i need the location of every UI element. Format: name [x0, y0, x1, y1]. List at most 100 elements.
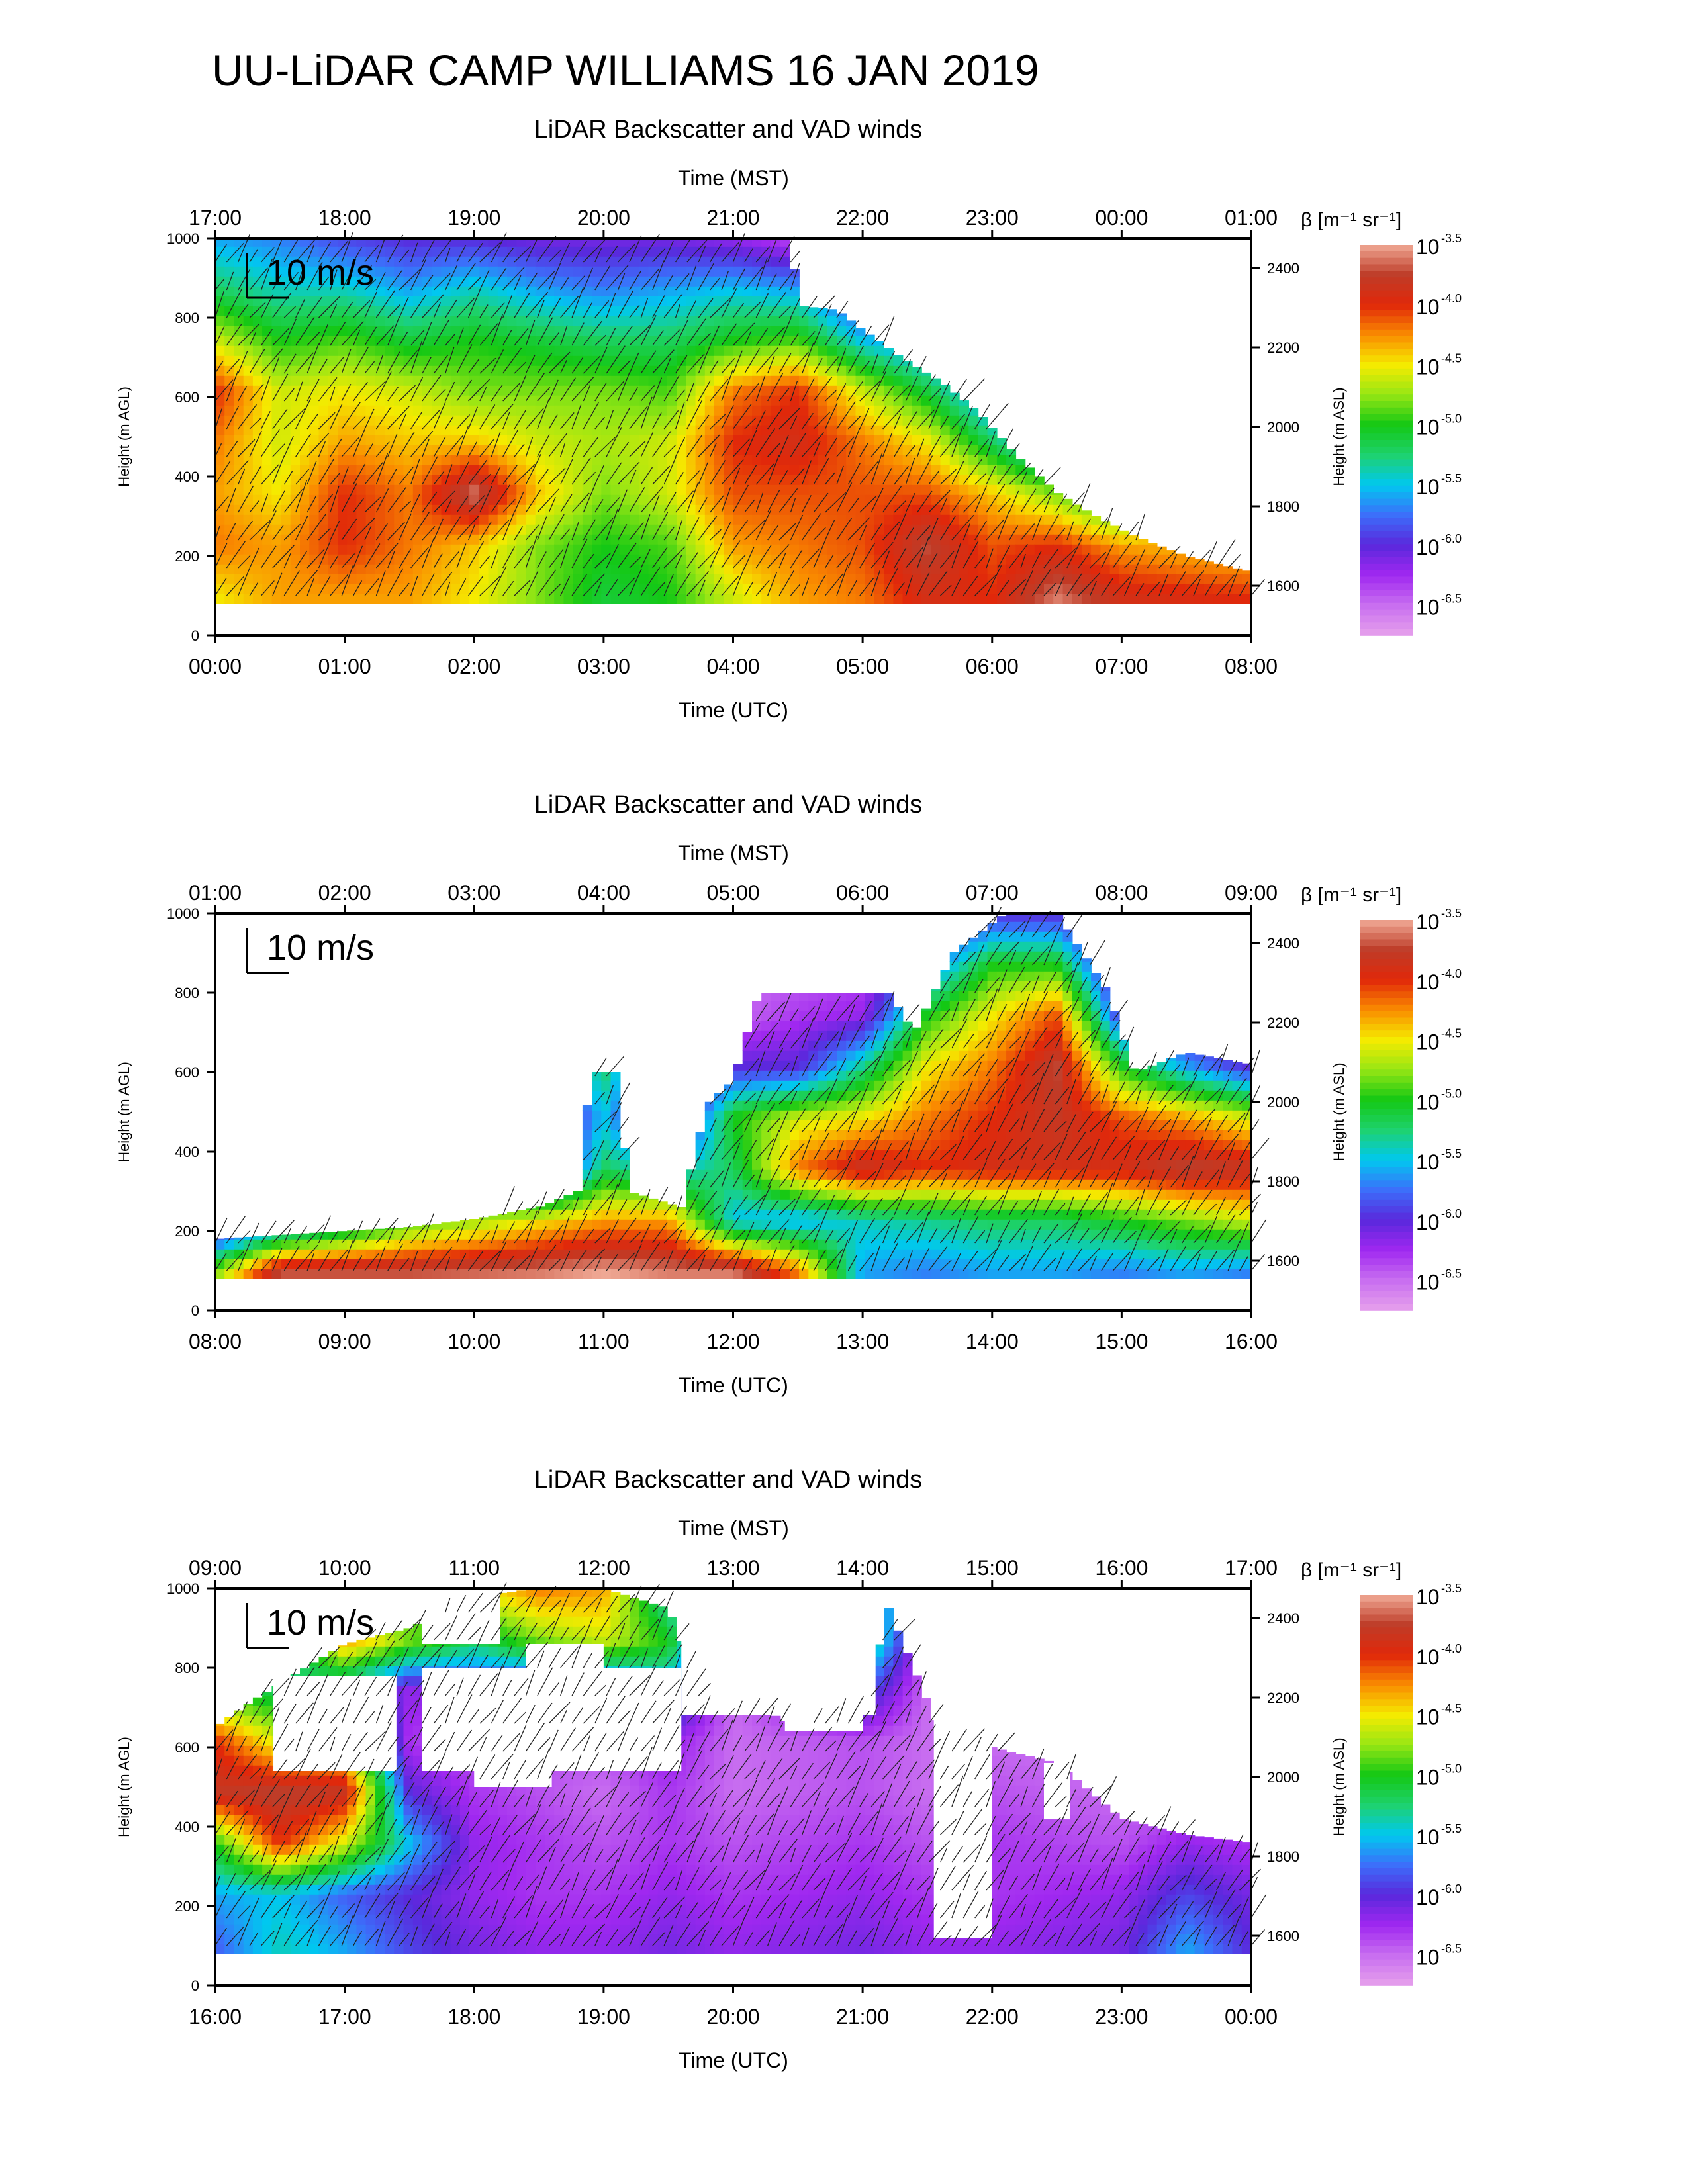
heatmap-cell [328, 395, 338, 406]
wind-vector [214, 495, 229, 513]
wind-vector [847, 328, 856, 346]
heatmap-cell [356, 594, 367, 604]
heatmap-cell [921, 415, 931, 426]
wind-vector [859, 525, 867, 541]
heatmap-cell [761, 395, 772, 406]
wind-vector [836, 300, 849, 318]
wind-vector [825, 472, 835, 485]
wind-vector [825, 520, 835, 541]
heatmap-cell [582, 1189, 592, 1200]
heatmap-cell [1044, 564, 1054, 574]
heatmap-cell [865, 484, 875, 495]
heatmap-cell [469, 1269, 480, 1279]
heatmap-cell [620, 584, 630, 594]
heatmap-cell [422, 484, 432, 495]
wind-vector [686, 551, 699, 569]
heatmap-cell [789, 296, 800, 306]
heatmap-cell [865, 1090, 875, 1101]
heatmap-cell [677, 238, 687, 247]
heatmap-cell [573, 455, 583, 465]
heatmap-cell [667, 1209, 677, 1220]
heatmap-cell [535, 345, 545, 356]
heatmap-cell [356, 475, 367, 485]
heatmap-cell [497, 455, 508, 465]
top-axis-label: Time (MST) [678, 841, 789, 865]
heatmap-cell [695, 1249, 706, 1259]
wind-vector [445, 248, 451, 263]
heatmap-cell [630, 564, 639, 574]
heatmap-cell [403, 256, 414, 267]
heatmap-cell [385, 276, 395, 287]
wind-vector [387, 351, 400, 374]
heatmap-cell [677, 594, 687, 604]
heatmap-cell [432, 385, 442, 396]
heatmap-cell [309, 584, 320, 594]
heatmap-cell [412, 574, 423, 584]
heatmap-cell [328, 256, 338, 267]
heatmap-cell [855, 415, 866, 426]
colorbar-tick-exponent: -5.5 [1441, 472, 1462, 485]
wind-vector [1055, 575, 1065, 596]
wind-vector [364, 443, 373, 457]
heatmap-cell [365, 425, 376, 435]
heatmap-cell [874, 544, 884, 555]
heatmap-cell [620, 296, 630, 306]
heatmap-cell [563, 375, 574, 386]
heatmap-cell [412, 425, 423, 435]
heatmap-cell [865, 405, 875, 416]
wind-vector [744, 348, 761, 374]
wind-vector [686, 238, 710, 263]
heatmap-cell [281, 524, 291, 535]
heatmap-cell [224, 415, 235, 426]
heatmap-cell [592, 534, 602, 545]
heatmap-cell [912, 544, 922, 555]
wind-vector [571, 275, 585, 291]
wind-vector [272, 274, 282, 291]
heatmap-cell [620, 1179, 630, 1190]
heatmap-cell [469, 435, 480, 445]
heatmap-cell [610, 306, 621, 316]
heatmap-cell [978, 475, 988, 485]
wind-vector [744, 248, 753, 263]
heatmap-cell [592, 1072, 602, 1081]
heatmap-cell [582, 405, 592, 416]
heatmap-cell [450, 534, 461, 545]
heatmap-cell [837, 584, 847, 594]
wind-vector [1112, 541, 1132, 569]
heatmap-cell [356, 375, 367, 386]
heatmap-cell [742, 1050, 753, 1061]
wind-vector [341, 349, 352, 374]
wind-vector [238, 567, 251, 596]
heatmap-cell [752, 1070, 762, 1081]
heatmap-cell [507, 365, 517, 376]
colorbar-segment [1360, 453, 1413, 461]
heatmap-cell [290, 445, 301, 455]
heatmap-cell [704, 296, 715, 306]
wind-vector [652, 430, 672, 457]
heatmap-cell [695, 1132, 706, 1140]
heatmap-cell [563, 296, 574, 306]
heatmap-cell [592, 514, 602, 525]
heatmap-cell [630, 1249, 639, 1259]
heatmap-cell [507, 445, 517, 455]
heatmap-cell [648, 296, 659, 306]
heatmap-cell [281, 544, 291, 555]
wind-vector [306, 244, 314, 263]
heatmap-cell [780, 1160, 790, 1170]
heatmap-cell [328, 1249, 338, 1259]
colorbar-segment [1360, 602, 1413, 610]
heatmap-cell [365, 465, 376, 475]
heatmap-cell [968, 475, 979, 485]
heatmap-cell [827, 1179, 837, 1190]
heatmap-cell [365, 435, 376, 445]
wind-vector [905, 492, 915, 513]
heatmap-cell [554, 276, 565, 287]
heatmap-cell [365, 1249, 376, 1259]
heatmap-cell [535, 574, 545, 584]
heatmap-cell [450, 1229, 461, 1240]
heatmap-cell [912, 415, 922, 426]
wind-vector [882, 316, 895, 346]
wind-vector [836, 320, 859, 346]
heatmap-cell [771, 504, 781, 515]
wind-vector [261, 347, 284, 374]
